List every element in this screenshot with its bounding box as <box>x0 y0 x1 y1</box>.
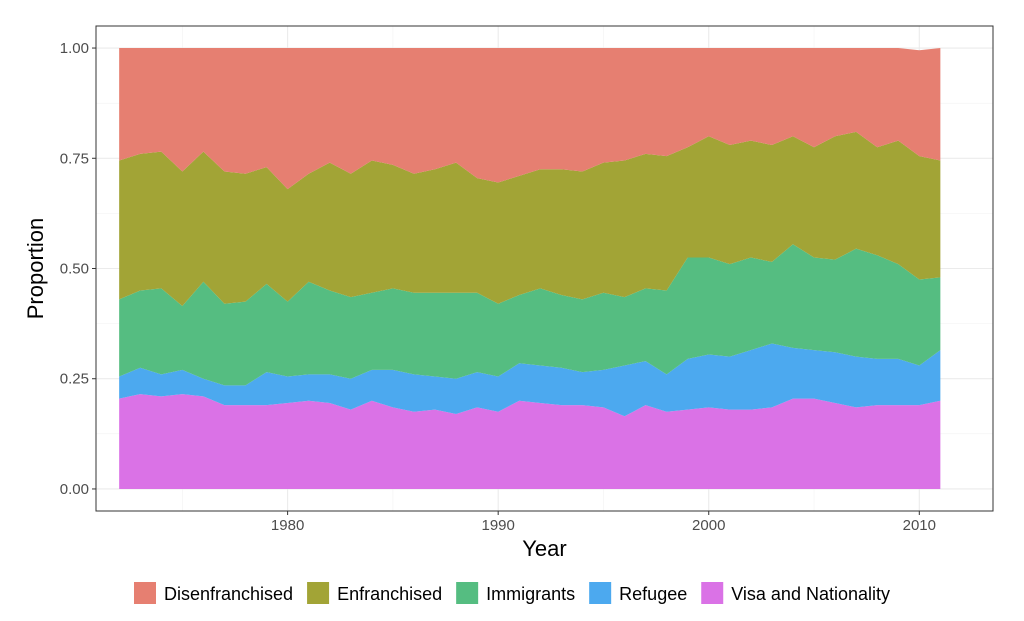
y-axis-ticks: 0.00 0.25 0.50 0.75 1.00 <box>60 40 96 498</box>
x-tick-label: 2010 <box>903 517 936 534</box>
area-refugee <box>119 343 941 417</box>
x-axis-title: Year <box>522 536 566 561</box>
legend-key <box>701 582 724 604</box>
legend-key <box>456 582 479 604</box>
y-tick-label: 0.00 <box>60 481 89 498</box>
area-disenfranchised <box>119 48 941 190</box>
y-axis-title: Proportion <box>23 218 48 320</box>
legend-key <box>589 582 612 604</box>
area-visa-and-nationality <box>119 394 941 489</box>
y-tick-label: 1.00 <box>60 40 89 57</box>
legend-label: Refugee <box>619 584 687 604</box>
legend-label: Immigrants <box>486 584 575 604</box>
legend-label: Visa and Nationality <box>731 584 890 604</box>
area-enfranchised <box>119 131 941 306</box>
x-tick-label: 1980 <box>271 517 304 534</box>
y-tick-label: 0.25 <box>60 371 89 388</box>
x-tick-label: 2000 <box>692 517 725 534</box>
legend-key <box>134 582 156 604</box>
legend-label: Disenfranchised <box>164 584 293 604</box>
y-tick-label: 0.75 <box>60 150 89 167</box>
area-immigrants <box>119 244 941 386</box>
x-tick-label: 1990 <box>481 517 514 534</box>
area-series <box>119 48 941 489</box>
x-axis-ticks: 1980 1990 2000 2010 <box>271 511 936 534</box>
legend-key <box>307 582 330 604</box>
y-tick-label: 0.50 <box>60 261 89 278</box>
legend: Disenfranchised Enfranchised Immigrants Ref… <box>134 582 890 604</box>
legend-label: Enfranchised <box>337 584 442 604</box>
